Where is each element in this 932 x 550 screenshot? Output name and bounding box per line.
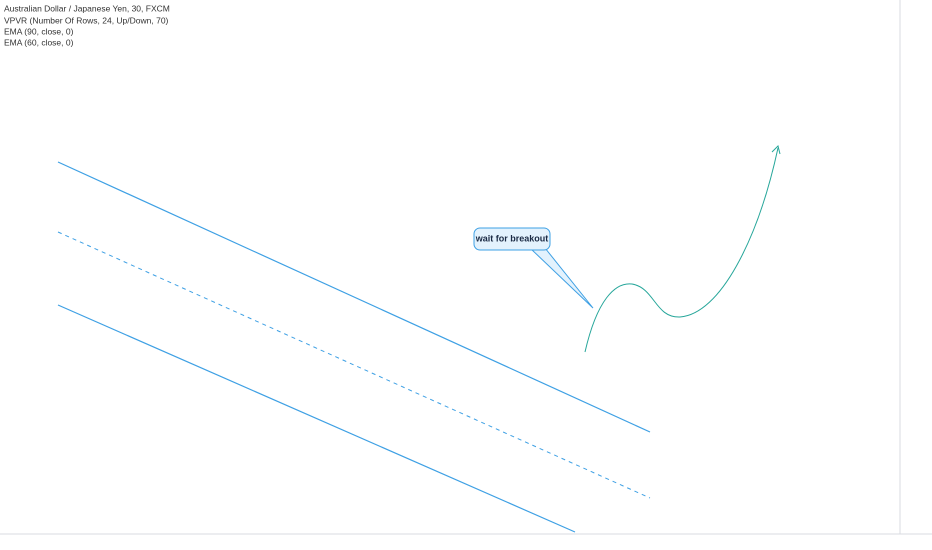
legend: Australian Dollar / Japanese Yen, 30, FX… [4,3,170,47]
callout-text: wait for breakout [475,233,549,243]
price-axis [0,0,932,535]
callout-box [473,227,551,251]
legend-title: Australian Dollar / Japanese Yen, 30, FX… [4,3,170,13]
projection-path [584,147,779,353]
legend-indicator: EMA (90, close, 0) [4,26,74,36]
legend-indicator: VPVR (Number Of Rows, 24, Up/Down, 70) [4,15,169,25]
price-axis-bg [900,0,932,534]
callout-tail [529,247,594,309]
projection-arrow [771,145,781,155]
channel-upper [57,161,651,433]
drawings: wait for breakout [57,145,781,533]
legend-indicator: EMA (60, close, 0) [4,37,74,47]
channel-lower [57,304,576,533]
